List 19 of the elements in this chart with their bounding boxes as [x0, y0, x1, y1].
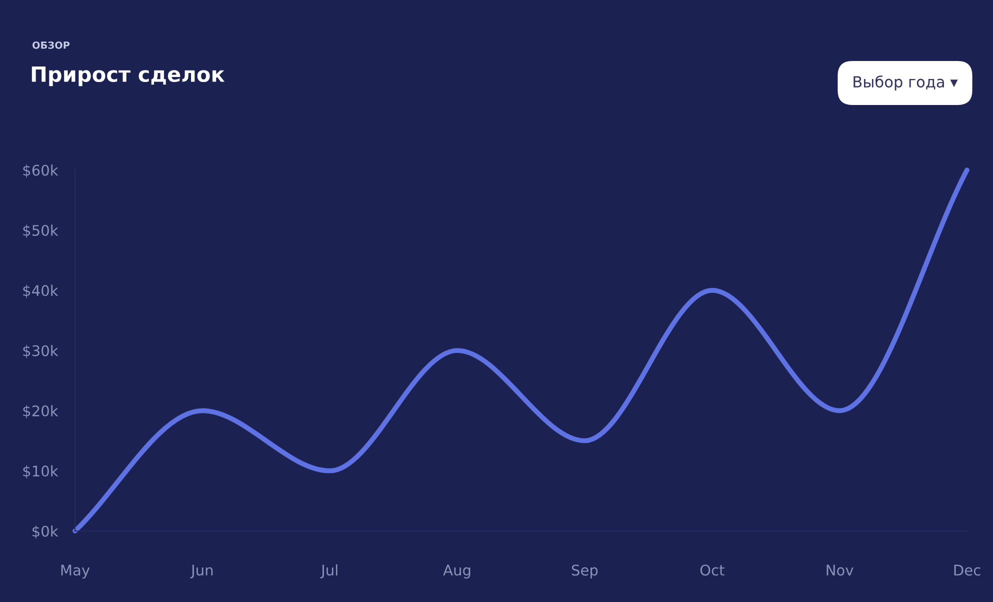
x-tick-label: May	[61, 564, 90, 578]
chart-title: Прирост сделок	[32, 66, 225, 86]
y-tick-label: $50k	[23, 224, 58, 238]
y-tick-label: $10k	[23, 465, 58, 479]
y-tick-label: $0k	[32, 525, 58, 539]
x-tick-label: Jul	[320, 564, 338, 578]
chart-subtitle: ОБЗОР	[32, 41, 70, 49]
x-tick-label: Nov	[826, 564, 854, 576]
x-tick-label: Sep	[572, 564, 598, 578]
x-tick-label: Aug	[443, 564, 470, 578]
text: Выбор года ▾	[854, 75, 958, 91]
y-tick-label: $40k	[23, 284, 58, 298]
x-tick-label: Jun	[190, 564, 213, 578]
y-tick-label: $20k	[23, 405, 58, 418]
line-series	[72, 168, 970, 534]
x-tick-label: Dec	[954, 564, 980, 576]
x-tick-label: Oct	[700, 564, 724, 576]
y-tick-label: $30k	[23, 344, 58, 358]
y-tick-label: $60k	[23, 164, 58, 178]
